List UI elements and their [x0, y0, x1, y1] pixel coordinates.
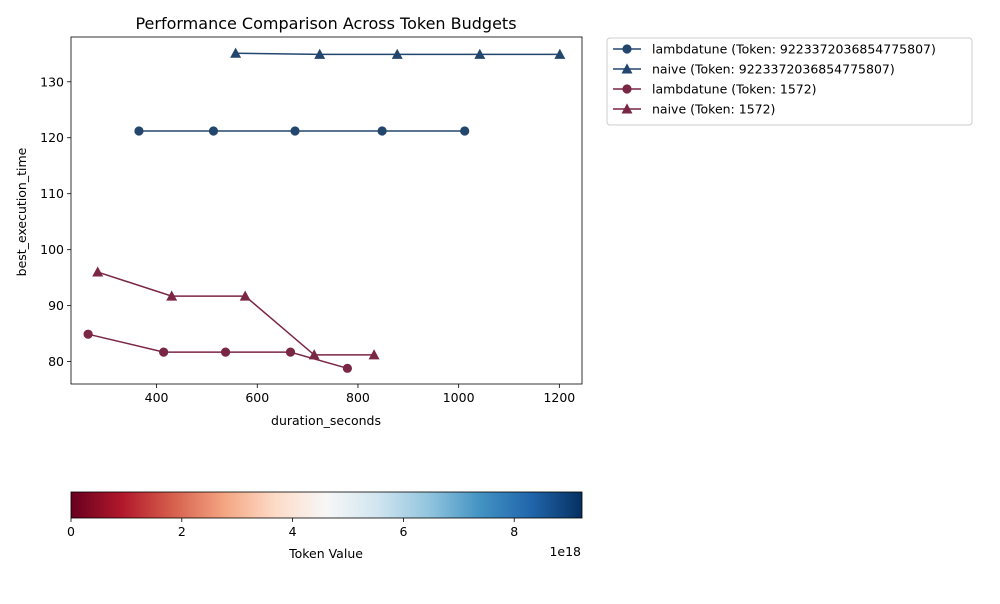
- colorbar-tick-label: 0: [67, 524, 75, 539]
- x-tick-label: 1200: [543, 390, 575, 405]
- y-axis-label: best_execution_time: [14, 147, 29, 276]
- y-tick-label: 120: [40, 130, 64, 145]
- data-point: [92, 266, 104, 277]
- data-point: [220, 347, 231, 357]
- y-tick-label: 130: [40, 74, 64, 89]
- data-point: [308, 349, 320, 360]
- x-tick-label: 1000: [443, 390, 475, 405]
- colorbar-tick-label: 2: [178, 524, 186, 539]
- legend-entry: naive (Token: 1572): [652, 102, 775, 117]
- data-point: [166, 290, 178, 301]
- axes-frame: [70, 36, 583, 385]
- series-0: [134, 126, 470, 136]
- data-point: [460, 126, 470, 136]
- colorbar-offset-text: 1e18: [549, 544, 581, 559]
- colorbar-tick-label: 8: [510, 524, 518, 539]
- chart-title: Performance Comparison Across Token Budg…: [135, 14, 516, 33]
- colorbar-tick-label: 6: [399, 524, 407, 539]
- plot-area: 400 600 800 1000 1200 80 90 100 110 120 130: [40, 36, 583, 405]
- data-point: [391, 48, 403, 59]
- y-tick-label: 100: [40, 242, 64, 257]
- legend-frame: [606, 37, 973, 126]
- data-point: [314, 48, 326, 59]
- legend-entry: lambdatune (Token: 9223372036854775807): [652, 42, 936, 57]
- colorbar-label: Token Value: [288, 546, 363, 561]
- colorbar: 0 2 4 6 8: [67, 491, 583, 539]
- legend-marker: [622, 44, 632, 54]
- x-tick-label: 600: [245, 390, 269, 405]
- data-point: [368, 349, 380, 360]
- series-line: [87, 333, 348, 370]
- legend-marker: [621, 63, 633, 74]
- series-1: [230, 47, 566, 59]
- data-point: [230, 47, 242, 58]
- y-tick-label: 110: [40, 186, 64, 201]
- legend-marker: [621, 103, 633, 114]
- x-axis-label: duration_seconds: [271, 413, 381, 428]
- data-point: [208, 126, 219, 136]
- legend-entry: naive (Token: 9223372036854775807): [652, 62, 895, 77]
- colorbar-gradient: [70, 491, 583, 519]
- data-point: [377, 126, 387, 136]
- data-point: [239, 290, 251, 301]
- data-point: [134, 126, 144, 136]
- data-point: [474, 48, 486, 59]
- x-tick-label: 800: [346, 390, 370, 405]
- legend-entry: lambdatune (Token: 1572): [652, 82, 817, 97]
- legend: lambdatune (Token: 9223372036854775807) n…: [606, 37, 973, 126]
- data-point: [554, 48, 566, 59]
- data-point: [159, 347, 169, 357]
- series-3: [92, 266, 380, 360]
- data-point: [285, 347, 296, 357]
- series-line: [97, 271, 375, 356]
- legend-marker: [622, 84, 632, 94]
- data-point: [342, 363, 352, 373]
- data-point: [83, 329, 93, 339]
- colorbar-tick-label: 4: [289, 524, 297, 539]
- series-2: [83, 329, 352, 373]
- data-point: [290, 126, 300, 136]
- y-tick-label: 90: [48, 298, 64, 313]
- y-tick-label: 80: [48, 354, 64, 369]
- x-tick-label: 400: [145, 390, 169, 405]
